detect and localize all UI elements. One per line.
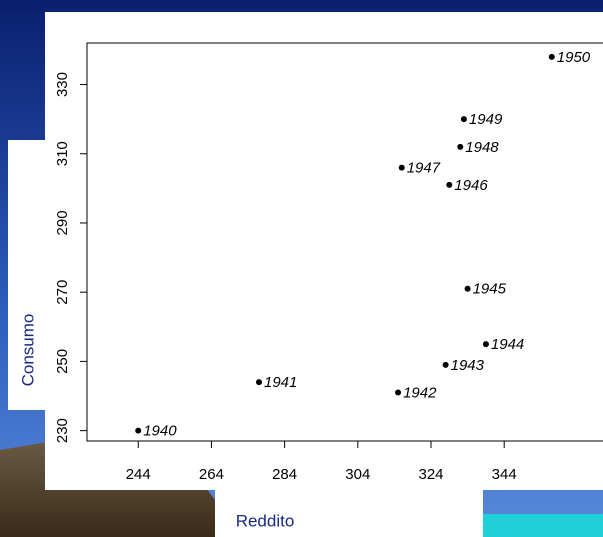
point-label: 1942 [403, 385, 437, 402]
plot-panel [45, 12, 603, 490]
x-tick-label: 304 [345, 466, 370, 483]
y-tick-label: 270 [54, 280, 71, 305]
point-label: 1941 [264, 374, 297, 391]
y-tick-label: 330 [54, 72, 71, 97]
slide: Reddito Consumo 244 264 284 304 324 344 230 250… [0, 0, 603, 537]
point [399, 165, 405, 171]
accent-bar [483, 514, 603, 537]
x-tick-label: 324 [418, 466, 443, 483]
y-tick-label: 310 [54, 141, 71, 166]
y-tick-label: 230 [54, 418, 71, 443]
x-tick-label: 244 [126, 466, 151, 483]
point [461, 116, 467, 122]
point-label: 1943 [451, 357, 485, 374]
point [135, 428, 141, 434]
point-label: 1940 [143, 423, 177, 440]
point-label: 1945 [473, 281, 507, 298]
point [395, 390, 401, 396]
y-axis-label: Consumo [18, 314, 37, 387]
x-tick-label: 344 [492, 466, 517, 483]
x-tick-label: 264 [199, 466, 224, 483]
point-label: 1949 [469, 111, 503, 128]
point [465, 286, 471, 292]
point-label: 1946 [454, 177, 488, 194]
point-label: 1948 [465, 139, 499, 156]
x-tick-label: 284 [272, 466, 297, 483]
point [443, 362, 449, 368]
point-label: 1947 [407, 160, 441, 177]
x-axis-label: Reddito [236, 511, 295, 530]
y-tick-label: 250 [54, 349, 71, 374]
y-tick-label: 290 [54, 210, 71, 235]
point [446, 182, 452, 188]
point [457, 144, 463, 150]
point-label: 1950 [557, 49, 591, 66]
point [483, 341, 489, 347]
point-label: 1944 [491, 336, 524, 353]
page: Reddito Consumo 244 264 284 304 324 344 230 250… [0, 0, 603, 537]
point [549, 54, 555, 60]
point [256, 379, 262, 385]
